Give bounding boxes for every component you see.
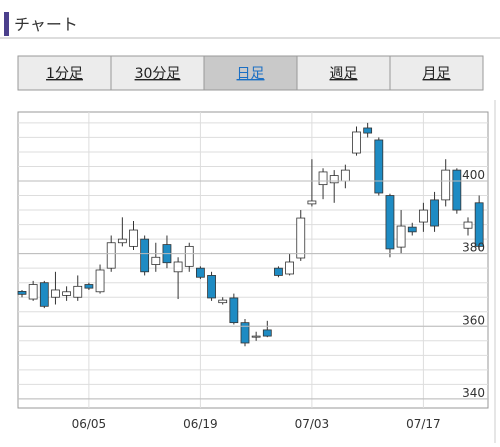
tab[interactable] xyxy=(110,55,205,91)
candle-body xyxy=(151,256,161,265)
tab[interactable] xyxy=(203,55,298,91)
candle-body xyxy=(229,297,239,324)
tab[interactable] xyxy=(389,55,484,91)
tab-label[interactable]: 30分足 xyxy=(135,66,181,82)
candle-body xyxy=(173,261,183,273)
plot-frame xyxy=(17,111,489,409)
candle-body xyxy=(396,225,406,248)
candle-body xyxy=(296,217,306,259)
candle-body xyxy=(463,221,473,229)
candle-body xyxy=(129,229,138,247)
candle-body xyxy=(117,238,127,244)
candle-body xyxy=(285,261,295,275)
candle-body xyxy=(106,242,116,269)
candle-body xyxy=(452,169,462,211)
candle-body xyxy=(62,291,71,296)
tab-label[interactable]: 1分足 xyxy=(46,66,83,82)
candle-body xyxy=(51,289,60,298)
section-title: チャート xyxy=(14,15,78,34)
x-tick-label: 07/17 xyxy=(406,417,441,431)
candle-body xyxy=(407,226,417,233)
candle-body xyxy=(441,169,451,201)
candle-body xyxy=(363,127,373,134)
tab-bar: 1分足 30分足 日足 週足 月足 xyxy=(17,55,484,91)
x-tick-label: 06/05 xyxy=(72,417,107,431)
x-tick-label: 06/19 xyxy=(183,417,218,431)
title-marker xyxy=(4,12,9,36)
candle-body xyxy=(374,139,384,194)
plot: 06/05 06/19 07/03 07/17 340 360 380 400 xyxy=(17,112,488,431)
candle-body xyxy=(340,169,350,182)
candle-body xyxy=(140,238,150,273)
candle-body xyxy=(39,282,49,307)
candle-body xyxy=(352,131,361,154)
candle-body xyxy=(84,284,94,289)
y-tick-label: 400 xyxy=(462,168,485,182)
candle-body xyxy=(430,199,439,227)
candle-body xyxy=(385,195,395,250)
tab-label[interactable]: 月足 xyxy=(423,66,451,82)
candle-body xyxy=(474,202,484,247)
candle-body xyxy=(418,209,428,223)
candle-body xyxy=(95,269,105,293)
y-tick-label: 360 xyxy=(462,313,485,327)
candle-body xyxy=(262,329,272,337)
y-tick-label: 380 xyxy=(462,241,485,255)
candle-body xyxy=(207,275,216,299)
candle-body xyxy=(195,267,205,278)
candle-body xyxy=(240,322,250,344)
candle-body xyxy=(329,175,339,184)
candle-body xyxy=(184,245,194,267)
candle-body xyxy=(17,291,27,295)
candle-body xyxy=(307,200,317,205)
candle-body xyxy=(274,267,283,276)
x-tick-label: 07/03 xyxy=(295,417,330,431)
candle-body xyxy=(318,171,328,186)
candle-body xyxy=(251,335,261,338)
tab-label[interactable]: 日足 xyxy=(237,66,265,82)
candle-body xyxy=(73,285,83,298)
y-tick-label: 340 xyxy=(462,386,485,400)
tab-label[interactable]: 週足 xyxy=(330,66,358,82)
candle-body xyxy=(28,284,38,300)
candle-body xyxy=(218,299,228,304)
